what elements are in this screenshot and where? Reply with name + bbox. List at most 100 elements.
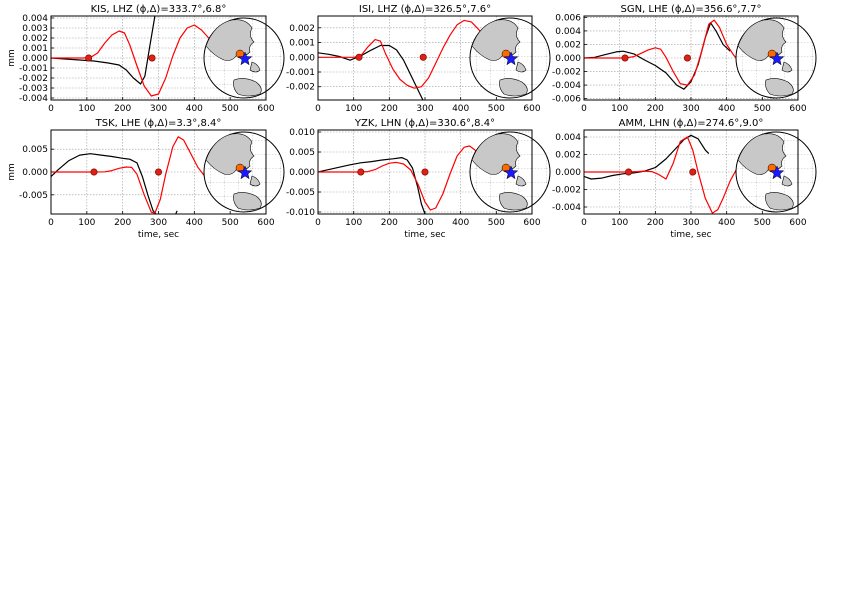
panel-1: 0 100 200 300 400 500 600 0.0040.0030.0020.0010… [7,4,285,114]
synthetic-trace [51,136,231,214]
australia-landmass [499,192,528,211]
y-tick-label: -0.004 [552,81,581,91]
x-tick-label: 500 [754,104,771,114]
y-tick-label: -0.002 [286,83,315,93]
x-tick-label: 300 [682,104,699,114]
x-tick-label: 200 [381,218,398,228]
y-tick-label: 0.001 [22,44,48,54]
traces [584,134,763,214]
x-tick-label: 200 [647,104,664,114]
y-tick-label: -0.006 [552,95,581,105]
y-tick-label: -0.004 [552,203,581,213]
plot-frame [50,15,267,101]
y-tick-label: -0.002 [19,74,48,84]
panel-3: 0 100 200 300 400 500 600 0.006 0.004 0.002 0.000 -… [552,4,817,114]
observed-trace [584,134,710,180]
traces [51,16,231,97]
x-tick-label: 600 [789,218,806,228]
australia-landmass [765,192,794,211]
x-tick-label: 300 [682,218,699,228]
x-tick-label: 300 [416,104,433,114]
x-tick-label: 100 [345,104,362,114]
y-tick-label: 0.000 [289,53,315,63]
y-tick-label: 0.002 [555,151,581,161]
y-tick-label: -0.010 [286,208,315,218]
pick-marker [148,54,156,62]
x-tick-label: 500 [754,218,771,228]
island-landmass [781,61,793,73]
panel-group: 0 100 200 300 400 500 6000.0040.0030.0020.0010… [7,4,817,240]
pick-marker [357,168,365,176]
event-star-icon [769,165,785,180]
traces [51,136,231,214]
plot-frame [317,129,533,215]
panel-6: 0 100 200 300 400 500 600 0.004 0.002 0.000 -0.002… [552,118,817,240]
x-tick-label: 600 [523,104,540,114]
y-tick-label: 0.010 [289,128,315,138]
y-tick-label: 0.006 [555,13,581,23]
x-tick-label: 400 [186,218,203,228]
event-star-icon [237,165,253,180]
island-landmass [781,175,793,187]
y-tick-label: -0.005 [19,191,48,201]
x-tick-label: 600 [257,104,274,114]
y-tick-label: -0.001 [286,68,315,78]
x-tick-label: 300 [150,218,167,228]
x-tick-label: 100 [611,104,628,114]
y-tick-label: 0.005 [22,145,48,155]
x-tick-label: 0 [48,104,54,114]
y-tick-label: 0.001 [289,39,315,49]
pick-marker [85,54,93,62]
x-tick-label: 200 [114,104,131,114]
plot-frame [583,15,799,101]
x-tick-label: 100 [78,104,95,114]
x-tick-label: 0 [315,218,321,228]
x-axis-label: time, sec [404,230,445,240]
event-star-icon [503,165,519,180]
event-star-icon [237,51,253,66]
x-tick-label: 0 [48,218,54,228]
observed-trace [51,16,156,85]
panel-2: 0 100 200 300 400 500 600 0.002 0.001 0.000 -0.001… [286,4,551,114]
island-landmass [515,61,527,73]
island-landmass [515,175,527,187]
y-tick-label: -0.003 [19,84,48,94]
observed-trace [51,153,157,214]
panel-5: 0 100 200 300 400 500 600 0.010 0.005 0.000 -0.005… [286,118,551,240]
observed-trace [318,44,424,100]
plot-frame [317,15,533,101]
observed-trace [318,157,426,214]
y-tick-label: 0.000 [289,168,315,178]
y-tick-label: -0.002 [552,186,581,196]
x-tick-label: 400 [718,218,735,228]
y-tick-label: 0.005 [289,148,315,158]
x-axis-label: time, sec [670,230,711,240]
x-tick-label: 0 [581,104,587,114]
y-tick-label: 0.004 [22,14,48,24]
traces [584,19,763,90]
y-tick-label: 0.000 [555,168,581,178]
pick-marker [155,168,163,176]
australia-landmass [233,78,262,97]
x-tick-label: 500 [488,104,505,114]
panel-title: TSK, LHE (ϕ,Δ)=3.3°,8.4° [95,118,222,129]
inset-globe [203,131,285,213]
panel-title: KIS, LHZ (ϕ,Δ)=333.7°,6.8° [91,4,227,15]
plot-frame [583,129,799,215]
inset-globe [469,17,551,99]
x-tick-label: 600 [523,218,540,228]
y-tick-label: 0.002 [555,40,581,50]
x-tick-label: 400 [718,104,735,114]
y-tick-label: -0.001 [19,64,48,74]
y-tick-label: 0.000 [555,54,581,64]
synthetic-trace [318,19,501,89]
x-tick-label: 500 [222,104,239,114]
x-axis-label: time, sec [138,230,179,240]
x-tick-label: 400 [186,104,203,114]
y-tick-label: 0.004 [555,27,581,37]
island-landmass [249,61,261,73]
australia-landmass [499,78,528,97]
traces [318,19,501,100]
pick-marker [689,168,697,176]
